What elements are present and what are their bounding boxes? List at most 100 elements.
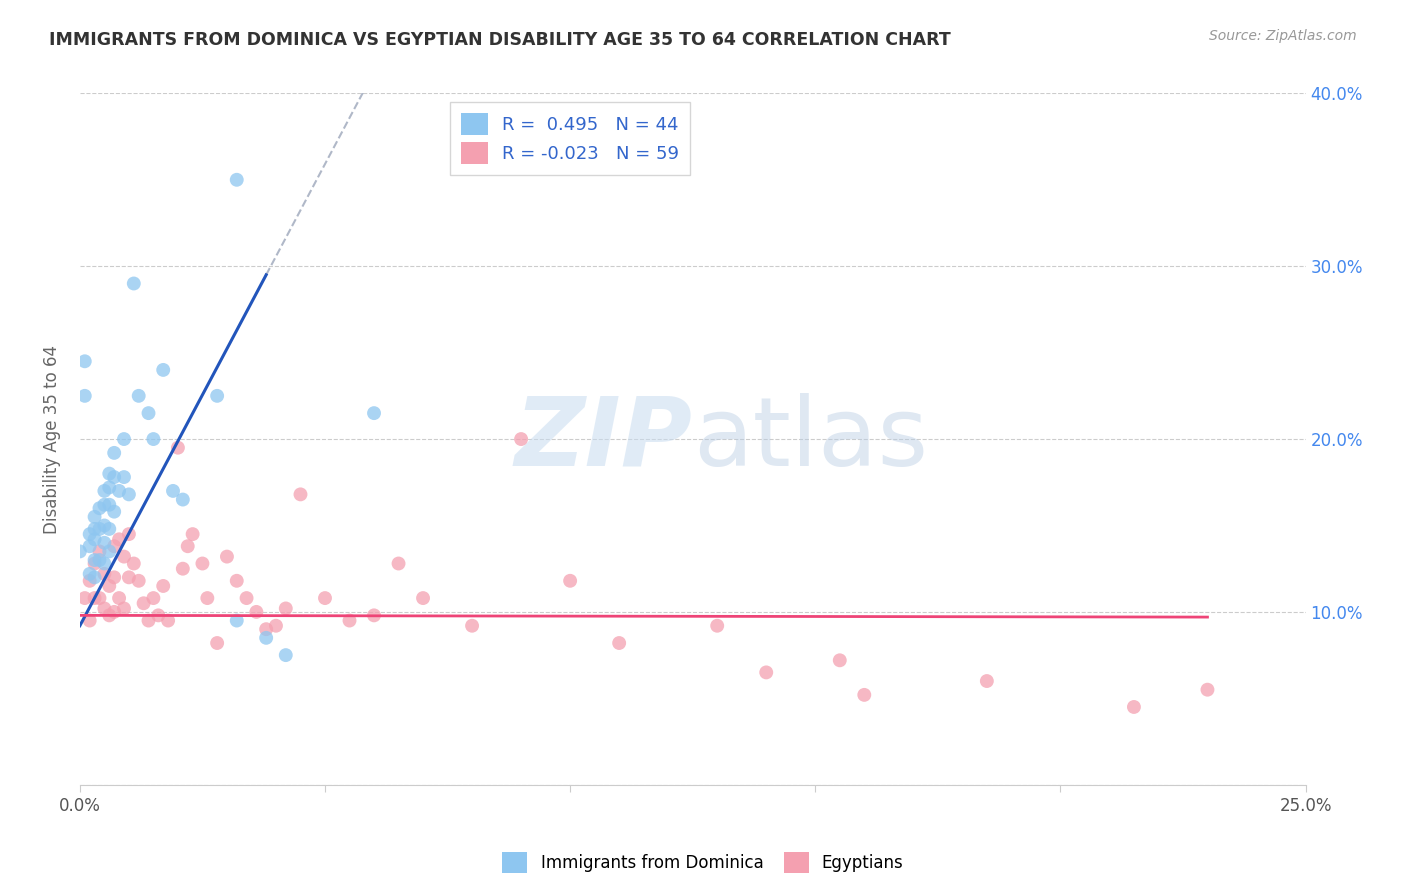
Point bbox=[828, 653, 851, 667]
Point bbox=[225, 614, 247, 628]
Point bbox=[103, 470, 125, 484]
Point bbox=[853, 688, 876, 702]
Point bbox=[93, 557, 115, 571]
Legend: R =  0.495   N = 44, R = -0.023   N = 59: R = 0.495 N = 44, R = -0.023 N = 59 bbox=[450, 103, 690, 176]
Point bbox=[142, 591, 165, 605]
Point bbox=[152, 363, 174, 377]
Point bbox=[172, 492, 194, 507]
Point bbox=[89, 522, 111, 536]
Point bbox=[314, 591, 336, 605]
Point bbox=[706, 618, 728, 632]
Point bbox=[73, 591, 96, 605]
Point bbox=[93, 535, 115, 549]
Text: ZIP: ZIP bbox=[515, 392, 693, 485]
Point bbox=[93, 518, 115, 533]
Point bbox=[79, 527, 101, 541]
Point bbox=[93, 601, 115, 615]
Point bbox=[103, 605, 125, 619]
Point bbox=[112, 432, 135, 446]
Point bbox=[83, 533, 105, 547]
Point bbox=[79, 614, 101, 628]
Point bbox=[290, 487, 312, 501]
Point bbox=[93, 498, 115, 512]
Point bbox=[162, 483, 184, 498]
Point bbox=[172, 562, 194, 576]
Point bbox=[157, 614, 180, 628]
Point bbox=[181, 527, 204, 541]
Point bbox=[510, 432, 533, 446]
Point bbox=[89, 501, 111, 516]
Point bbox=[108, 533, 131, 547]
Point bbox=[558, 574, 581, 588]
Point bbox=[89, 591, 111, 605]
Point bbox=[152, 579, 174, 593]
Point bbox=[245, 605, 267, 619]
Point bbox=[387, 557, 409, 571]
Point bbox=[132, 596, 155, 610]
Point bbox=[128, 574, 150, 588]
Point bbox=[98, 498, 121, 512]
Point bbox=[225, 574, 247, 588]
Point bbox=[98, 522, 121, 536]
Point bbox=[98, 608, 121, 623]
Point bbox=[93, 566, 115, 581]
Text: Source: ZipAtlas.com: Source: ZipAtlas.com bbox=[1209, 29, 1357, 43]
Point bbox=[461, 618, 484, 632]
Point bbox=[264, 618, 287, 632]
Point bbox=[83, 591, 105, 605]
Point bbox=[122, 557, 145, 571]
Point bbox=[128, 389, 150, 403]
Point bbox=[363, 608, 385, 623]
Point bbox=[89, 553, 111, 567]
Point bbox=[118, 570, 141, 584]
Point bbox=[225, 173, 247, 187]
Point bbox=[122, 277, 145, 291]
Point bbox=[195, 591, 218, 605]
Point bbox=[177, 539, 200, 553]
Point bbox=[103, 446, 125, 460]
Point bbox=[98, 579, 121, 593]
Point bbox=[98, 480, 121, 494]
Point bbox=[83, 509, 105, 524]
Point bbox=[1197, 682, 1219, 697]
Point bbox=[138, 406, 160, 420]
Point bbox=[607, 636, 630, 650]
Point bbox=[254, 631, 277, 645]
Y-axis label: Disability Age 35 to 64: Disability Age 35 to 64 bbox=[44, 344, 60, 533]
Point bbox=[93, 483, 115, 498]
Point bbox=[73, 354, 96, 368]
Point bbox=[79, 539, 101, 553]
Point bbox=[274, 601, 297, 615]
Point bbox=[363, 406, 385, 420]
Point bbox=[69, 544, 91, 558]
Point bbox=[205, 636, 228, 650]
Point bbox=[138, 614, 160, 628]
Point bbox=[191, 557, 214, 571]
Point bbox=[976, 674, 998, 689]
Point bbox=[274, 648, 297, 662]
Point bbox=[83, 557, 105, 571]
Point bbox=[98, 467, 121, 481]
Point bbox=[339, 614, 361, 628]
Point bbox=[103, 570, 125, 584]
Legend: Immigrants from Dominica, Egyptians: Immigrants from Dominica, Egyptians bbox=[496, 846, 910, 880]
Point bbox=[98, 544, 121, 558]
Point bbox=[142, 432, 165, 446]
Point bbox=[79, 574, 101, 588]
Point bbox=[103, 505, 125, 519]
Point bbox=[108, 483, 131, 498]
Text: atlas: atlas bbox=[693, 392, 928, 485]
Text: IMMIGRANTS FROM DOMINICA VS EGYPTIAN DISABILITY AGE 35 TO 64 CORRELATION CHART: IMMIGRANTS FROM DOMINICA VS EGYPTIAN DIS… bbox=[49, 31, 950, 49]
Point bbox=[118, 527, 141, 541]
Point bbox=[755, 665, 778, 680]
Point bbox=[412, 591, 434, 605]
Point bbox=[167, 441, 190, 455]
Point bbox=[83, 522, 105, 536]
Point bbox=[112, 549, 135, 564]
Point bbox=[205, 389, 228, 403]
Point bbox=[103, 539, 125, 553]
Point bbox=[89, 544, 111, 558]
Point bbox=[83, 570, 105, 584]
Point bbox=[112, 601, 135, 615]
Point bbox=[254, 622, 277, 636]
